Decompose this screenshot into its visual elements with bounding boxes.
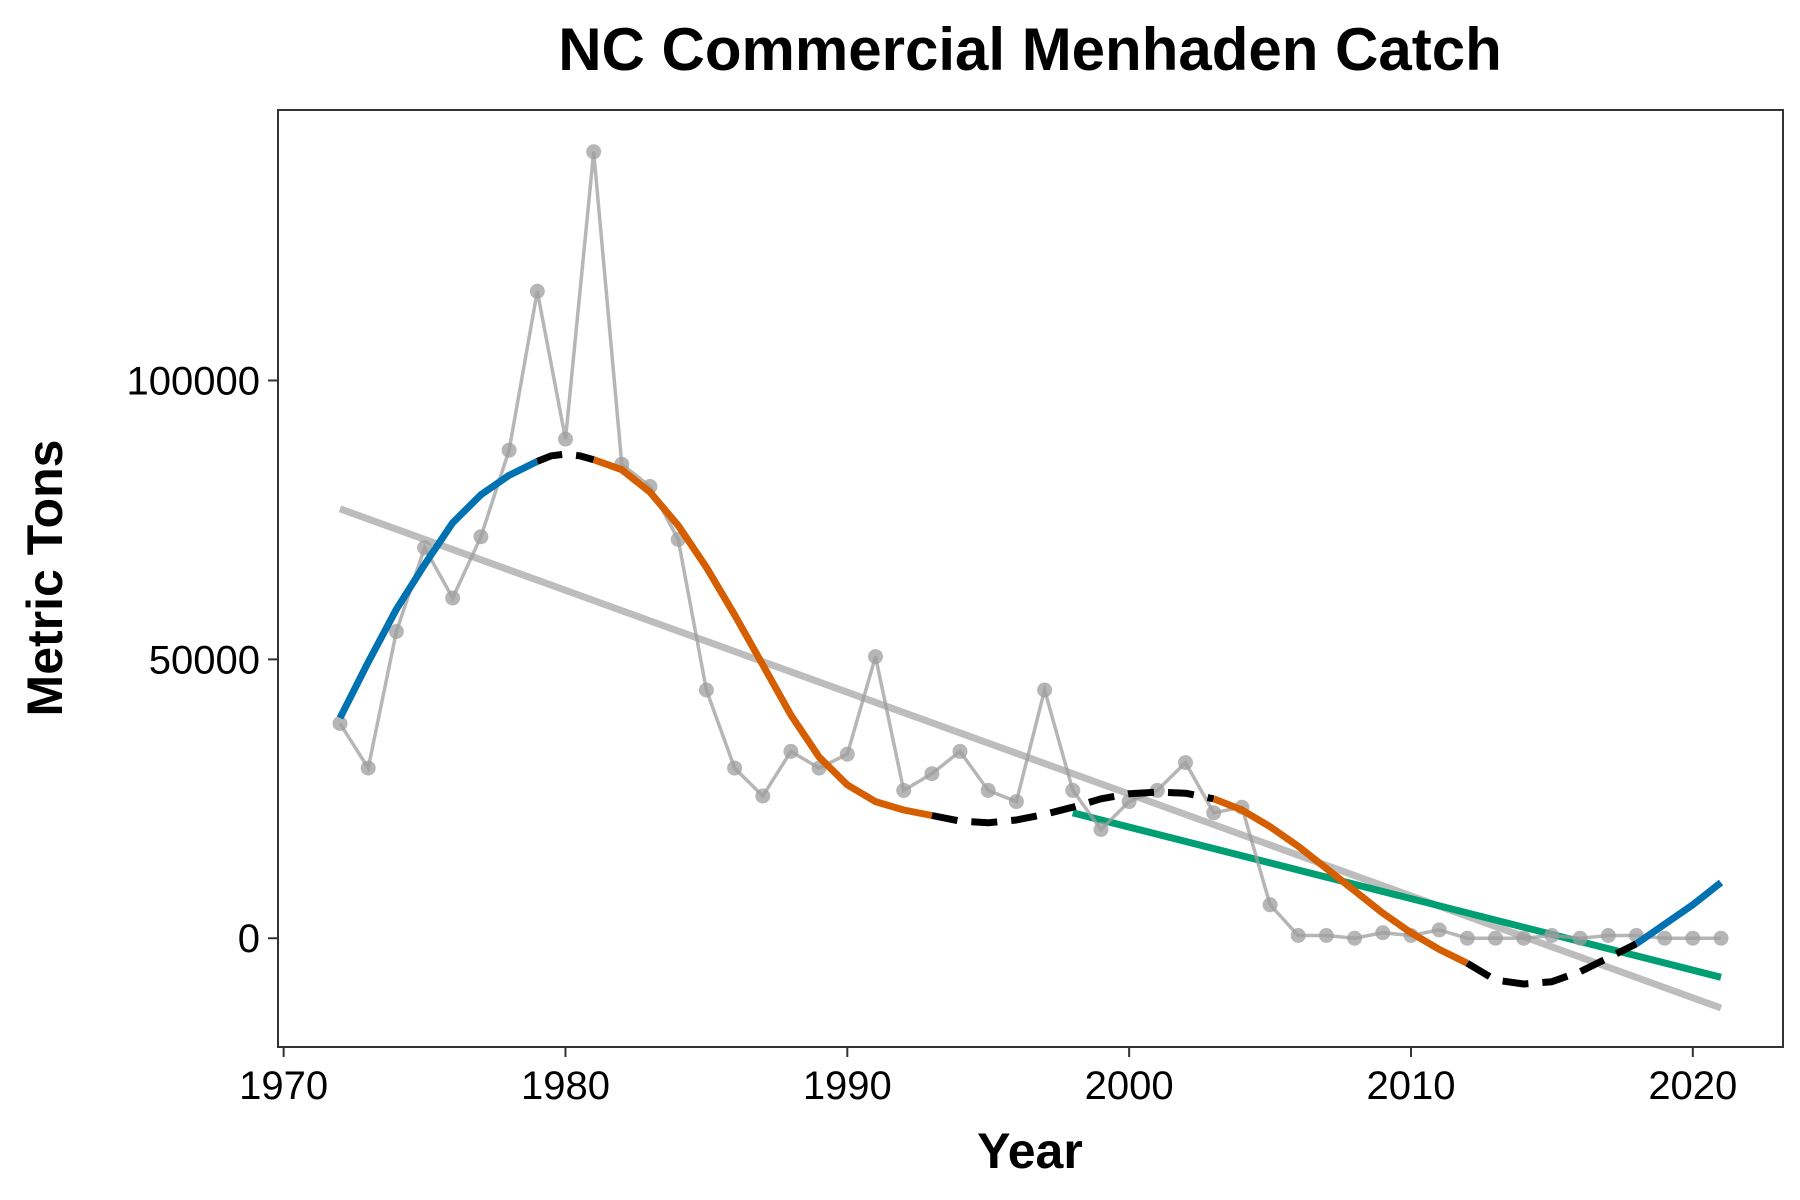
observed-point [1516,930,1532,946]
observed-point [501,442,517,458]
observed-point [1121,794,1137,810]
observed-point [1008,794,1024,810]
observed-point [1657,930,1673,946]
y-tick-label: 100000 [127,360,260,404]
observed-point [924,766,940,782]
plot-panel [277,109,1784,1048]
observed-point [1318,928,1334,943]
smooth-stable-peak-line [536,450,595,465]
observed-point [1685,930,1701,946]
observed-point [896,782,912,798]
observed-point [1459,930,1475,946]
observed-point [529,283,545,299]
observed-point [1290,928,1306,943]
observed-point [952,743,968,759]
x-axis: 1970 1980 1990 2000 2010 2020 [239,1047,1737,1108]
observed-point [1572,930,1588,946]
smoothed-series [336,450,1724,988]
smooth-decreasing-1-line [592,456,933,819]
observed-point [868,649,883,665]
trend-lines [338,505,1723,1012]
observed-point [445,590,461,606]
observed-series [332,144,1729,946]
observed-point [388,624,404,639]
x-tick-label: 2000 [1085,1064,1174,1108]
observed-point [360,760,376,776]
observed-point [1375,925,1391,941]
observed-point [839,746,855,762]
x-tick-label: 1970 [239,1064,328,1108]
y-tick-label: 50000 [149,638,260,682]
y-axis-title: Metric Tons [17,440,73,717]
observed-point [558,431,573,447]
x-tick-label: 1980 [521,1064,610,1108]
observed-point [1037,682,1053,698]
observed-point [332,716,348,731]
recent-trend-line [1071,809,1722,981]
observed-point [417,540,433,556]
observed-point [783,743,799,759]
observed-point [1600,928,1616,943]
observed-point [980,782,996,798]
observed-point [1347,930,1363,946]
y-axis: 0 50000 100000 [127,360,278,961]
smooth-increasing-late-line [1634,879,1724,947]
y-tick-label: 0 [238,917,260,961]
observed-point [1093,822,1109,837]
observed-point [1488,930,1503,946]
observed-point [1262,897,1278,913]
x-tick-label: 2010 [1366,1064,1455,1108]
x-tick-label: 2020 [1648,1064,1737,1108]
observed-point [473,529,489,545]
x-axis-title: Year [977,1123,1083,1179]
overall-trend-line [338,505,1723,1012]
observed-point [1065,782,1081,798]
x-tick-label: 1990 [803,1064,892,1108]
chart-title: NC Commercial Menhaden Catch [558,16,1502,83]
smooth-increasing-early-line [336,458,539,720]
observed-point [727,760,743,776]
observed-point [1544,928,1560,943]
observed-point [1431,922,1447,938]
observed-point [1178,755,1193,771]
smooth-stable-mid-line [931,788,1215,827]
smooth-decreasing-2-line [1212,795,1469,967]
observed-point [1206,805,1222,821]
observed-point [698,682,714,698]
observed-point [755,788,771,804]
smooth-stable-low-line [1465,940,1638,988]
observed-point [1713,930,1729,946]
observed-point [586,144,602,160]
